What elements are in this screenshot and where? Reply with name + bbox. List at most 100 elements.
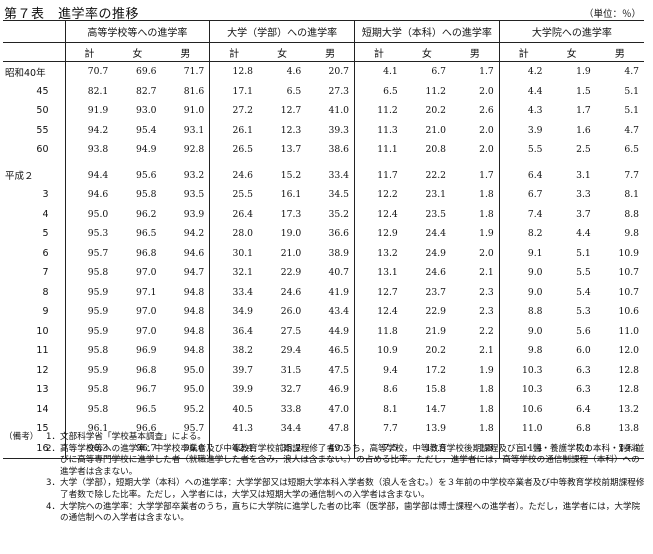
value-cell: 96.5 (136, 403, 157, 415)
value-cell: 27.3 (328, 85, 349, 97)
value-cell: 6.4 (498, 165, 548, 185)
value-cell: 1.8 (479, 384, 494, 396)
table-row: 6 95.7 96.8 94.6 30.1 21.0 38.9 13.2 24.9 2.0 9.1 5… (3, 243, 644, 263)
value-cell: 94.8 (183, 345, 205, 357)
value-cell: 6.3 (576, 384, 591, 396)
value-cell: 96.6 (136, 423, 157, 435)
table-row: 5 95.3 96.5 94.2 28.0 19.0 36.6 12.9 24.4 1.9 8.2 4… (3, 224, 644, 244)
value-cell: 6.0 (576, 345, 591, 357)
value-cell: 39.7 (209, 360, 258, 380)
value-cell: 1.5 (576, 85, 591, 97)
value-cell: 1.6 (576, 124, 591, 136)
value-cell: 95.8 (64, 263, 114, 283)
value-cell: 8.2 (498, 224, 548, 244)
value-cell: 1.7 (479, 169, 494, 181)
value-cell: 13.5 (402, 438, 451, 459)
value-cell: 10.6 (618, 306, 639, 318)
value-cell: 12.4 (353, 302, 403, 322)
value-cell: 47.5 (328, 364, 349, 376)
value-cell: 1.7 (479, 66, 494, 78)
value-cell: 24.6 (280, 286, 302, 298)
table-row: 平成２ 94.4 95.6 93.2 24.6 15.2 33.4 11.7 22.2 1.7 6.… (3, 165, 644, 185)
value-cell: 2.1 (479, 345, 494, 357)
year-cell: 50 (36, 105, 49, 117)
value-cell: 94.8 (183, 286, 205, 298)
value-cell: 4.7 (624, 66, 639, 78)
value-cell: 25.5 (209, 185, 258, 205)
value-cell: 24.4 (425, 228, 446, 240)
table-row: 55 94.2 95.4 93.1 26.1 12.3 39.3 11.3 21.0 2.0 3.9… (3, 120, 644, 140)
subheader-cell: 計 (64, 42, 114, 62)
table-row: 8 95.9 97.1 94.8 33.4 24.6 41.9 12.7 23.7 2.3 9.0 5… (3, 282, 644, 302)
year-cell: 5 (42, 228, 49, 240)
year-cell: 55 (36, 124, 49, 136)
value-cell: 41.0 (328, 105, 349, 117)
year-cell: 10 (36, 325, 49, 337)
value-cell: 38.2 (209, 341, 258, 361)
value-cell: 26.1 (209, 120, 258, 140)
value-cell: 97.0 (136, 306, 157, 318)
value-cell: 26.5 (209, 140, 258, 160)
table-row: 4 95.0 96.2 93.9 26.4 17.3 35.2 12.4 23.5 1.8 7.4 3… (3, 204, 644, 224)
page-title: 第７表 進学率の推移 (4, 7, 140, 22)
value-cell: 15.8 (425, 384, 446, 396)
value-cell: 32.7 (280, 384, 302, 396)
value-cell: 13.8 (618, 423, 639, 435)
value-cell: 95.9 (64, 321, 114, 341)
value-cell: 40.5 (209, 399, 258, 419)
value-cell: 96.7 (113, 438, 162, 459)
table-row: 10 95.9 97.0 94.8 36.4 27.5 44.9 11.8 21.9 2.2 9.0… (3, 321, 644, 341)
year-cell: 9 (42, 306, 49, 318)
year-cell: 7 (42, 267, 49, 279)
value-cell: 47.0 (328, 403, 349, 415)
value-cell: 5.1 (624, 85, 639, 97)
value-cell: 5.1 (576, 247, 591, 259)
value-cell: 94.9 (136, 144, 157, 156)
value-cell: 94.6 (183, 247, 205, 259)
table-row: 昭和40年 70.7 69.6 71.7 12.8 4.6 20.7 4.1 6.7 1.7 4.2… (3, 61, 644, 82)
table-row: 3 94.6 95.8 93.5 25.5 16.1 34.5 12.2 23.1 1.8 6.7 3… (3, 185, 644, 205)
value-cell: 8.8 (498, 302, 548, 322)
subheader-cell: 女 (547, 42, 596, 62)
value-cell: 17.3 (280, 208, 302, 220)
value-cell: 3.3 (576, 189, 591, 201)
value-cell: 17.2 (425, 364, 446, 376)
value-cell: 5.5 (576, 267, 591, 279)
value-cell: 4.4 (498, 81, 548, 101)
value-cell: 91.0 (183, 105, 205, 117)
note-item: 3．大学（学部），短期大学（本科）への進学率：大学学部又は短期大学本科入学者数（… (46, 478, 645, 500)
value-cell: 34.5 (328, 189, 349, 201)
note-item: 1．文部科学省「学校基本調査」による。 (46, 432, 206, 442)
value-cell: 95.7 (64, 243, 114, 263)
value-cell: 1.8 (479, 403, 494, 415)
value-cell: 9.4 (353, 360, 403, 380)
subheader-cell: 男 (306, 42, 355, 62)
value-cell: 96.1 (64, 419, 114, 439)
value-cell: 44.9 (328, 325, 349, 337)
value-cell: 1.8 (479, 189, 494, 201)
value-cell: 13.1 (353, 263, 403, 283)
value-cell: 4.2 (498, 61, 548, 82)
subheader-cell: 男 (451, 42, 500, 62)
subheader-cell: 女 (113, 42, 162, 62)
value-cell: 10.3 (498, 360, 548, 380)
value-cell: 6.3 (576, 364, 591, 376)
value-cell: 93.9 (183, 208, 205, 220)
value-cell: 22.9 (280, 267, 302, 279)
value-cell: 11.4 (498, 438, 548, 459)
value-cell: 34.9 (209, 302, 258, 322)
table-row: 14 95.8 96.5 95.2 40.5 33.8 47.0 8.1 14.7 1.8 10.6… (3, 399, 644, 419)
value-cell: 36.6 (328, 228, 349, 240)
group-header-junior-college: 短期大学（本科）への進学率 (354, 20, 500, 43)
value-cell: 1.9 (576, 66, 591, 78)
value-cell: 9.0 (498, 263, 548, 283)
value-cell: 94.8 (183, 306, 205, 318)
value-cell: 9.8 (498, 341, 548, 361)
value-cell: 14.7 (425, 403, 446, 415)
value-cell: 12.8 (618, 364, 639, 376)
value-cell: 96.8 (136, 364, 157, 376)
value-cell: 5.6 (576, 325, 591, 337)
group-header-university: 大学（学部）への進学率 (209, 20, 355, 43)
table-body: 昭和40年 70.7 69.6 71.7 12.8 4.6 20.7 4.1 6.7 1.7 4.2… (3, 61, 644, 459)
value-cell: 93.5 (183, 189, 205, 201)
